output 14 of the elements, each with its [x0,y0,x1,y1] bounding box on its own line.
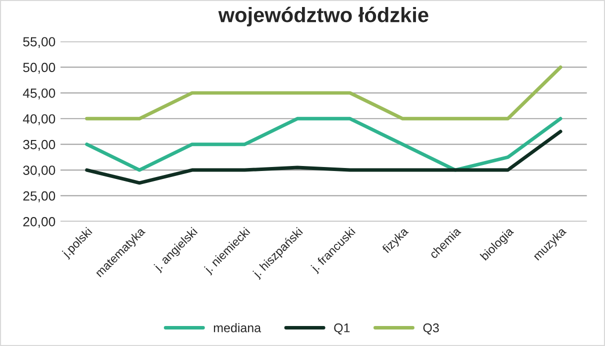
y-tick-label: 40,00 [22,114,56,126]
chart-title: województwo łódzkie [218,6,428,26]
line-series [85,130,562,185]
legend-label: Q1 [334,323,350,335]
y-tick-label: 25,00 [23,191,56,202]
y-tick-label: 50,00 [23,62,56,74]
y-tick-label: 55,00 [23,37,56,48]
y-tick-label: 35,00 [23,140,56,151]
line-series [85,116,562,172]
legend-label: mediana [214,323,262,332]
y-tick-label: 20,00 [23,217,56,228]
legend-label: Q3 [423,323,439,335]
y-tick-label: 30,00 [23,166,56,177]
y-tick-label: 45,00 [22,88,56,100]
